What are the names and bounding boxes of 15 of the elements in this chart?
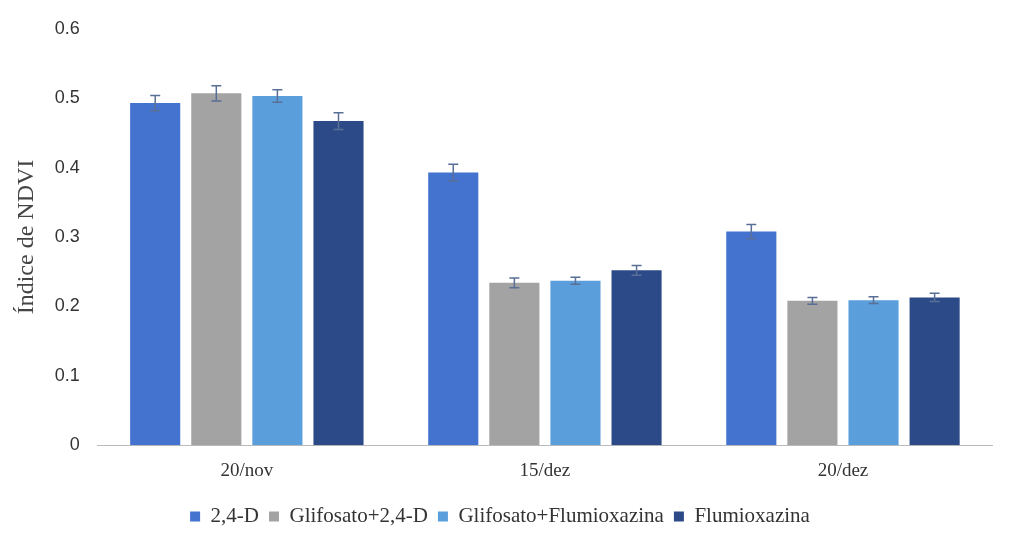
y-tick-label: 0.1: [54, 364, 80, 385]
y-tick-label: 0.3: [54, 225, 80, 246]
y-axis-title: Índice de NDVI: [11, 159, 38, 315]
y-tick-label: 0.5: [54, 87, 80, 108]
y-tick-label: 0.2: [54, 295, 80, 316]
legend-label: Glifosato+Flumioxazina: [458, 503, 665, 528]
x-tick-label: 15/dez: [519, 458, 571, 480]
legend-label: 2,4-D: [210, 503, 260, 528]
y-tick-label: 0: [69, 434, 80, 455]
y-tick-label: 0.6: [54, 17, 80, 38]
legend-label: Flumioxazina: [694, 503, 811, 528]
x-tick-label: 20/nov: [220, 458, 274, 480]
x-tick-label: 20/dez: [817, 458, 869, 480]
y-tick-label: 0.4: [54, 156, 80, 177]
legend-label: Glifosato+2,4-D: [289, 503, 428, 528]
